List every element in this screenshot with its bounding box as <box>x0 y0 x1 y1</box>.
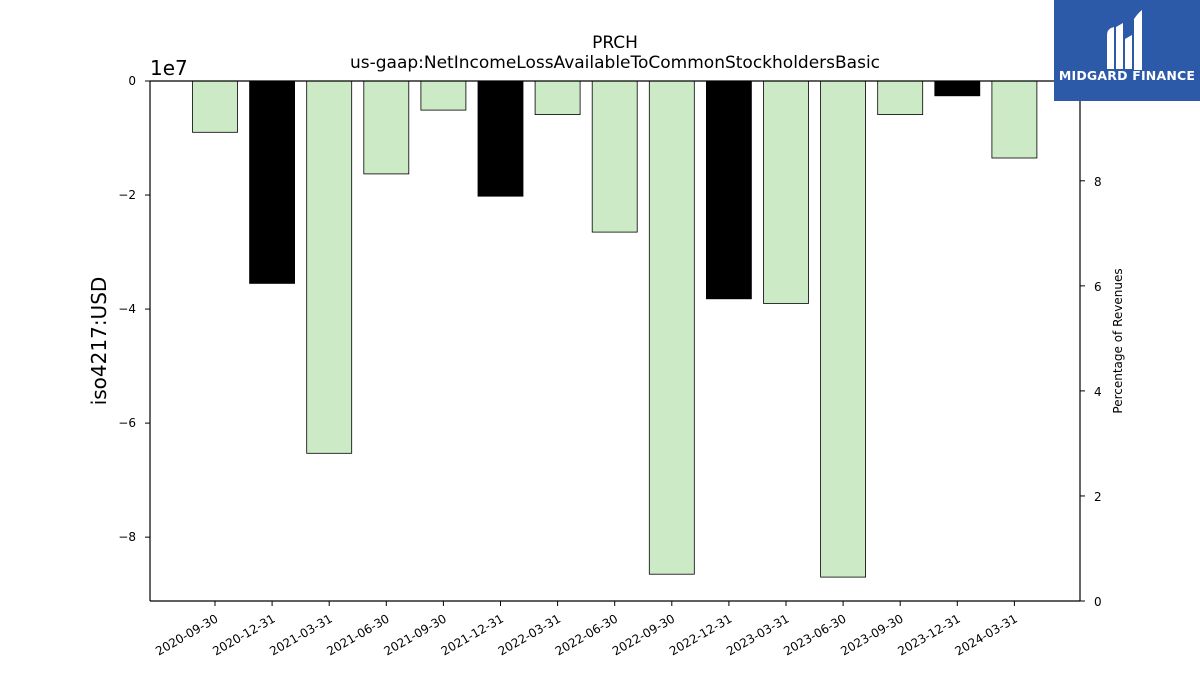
x-tick-label: 2022-09-30 <box>610 611 677 658</box>
x-tick-label: 2020-12-31 <box>210 611 277 658</box>
logo-text: MIDGARD FINANCE <box>1058 68 1196 83</box>
bar-2022-03-31 <box>534 80 581 115</box>
bar-2020-09-30 <box>192 80 238 133</box>
x-tick-label: 2021-03-31 <box>267 611 334 658</box>
x-tick-label: 2024-03-31 <box>952 611 1019 658</box>
bars-layer <box>192 80 1038 578</box>
bar-2023-06-30 <box>820 80 866 578</box>
chart-subtitle: us-gaap:NetIncomeLossAvailableToCommonSt… <box>350 53 880 73</box>
bar-2022-12-31 <box>706 80 752 300</box>
bar-2021-09-30 <box>420 80 467 111</box>
bar-2023-09-30 <box>877 80 924 115</box>
y-tick-label: 0 <box>128 74 136 88</box>
midgard-finance-logo: MIDGARD FINANCE <box>1054 0 1200 101</box>
bar-2023-12-31 <box>934 80 981 97</box>
bar-2021-03-31 <box>306 80 353 454</box>
bar-2023-03-31 <box>763 80 809 304</box>
x-tick-label: 2021-12-31 <box>439 611 506 658</box>
x-tick-label: 2021-09-30 <box>381 611 448 658</box>
y-axis-label: iso4217:USD <box>87 277 111 406</box>
y2-tick-label: 8 <box>1094 175 1102 189</box>
x-tick-label: 2022-03-31 <box>496 611 563 658</box>
x-tick-label: 2023-12-31 <box>895 611 962 658</box>
x-tick-label: 2023-06-30 <box>781 611 848 658</box>
y2-tick-label: 0 <box>1094 595 1102 609</box>
bar-2022-09-30 <box>648 80 695 575</box>
y-tick-label: −6 <box>118 416 136 430</box>
y2-tick-label: 4 <box>1094 385 1102 399</box>
logo-mark-icon <box>1107 10 1142 70</box>
bar-2020-12-31 <box>249 80 296 284</box>
x-tick-label: 2023-03-31 <box>724 611 791 658</box>
y2-axis-label: Percentage of Revenues <box>1111 268 1125 413</box>
chart-title: PRCH <box>592 33 638 53</box>
y2-tick-label: 6 <box>1094 280 1102 294</box>
bar-2021-12-31 <box>477 80 524 197</box>
y2-tick-label: 2 <box>1094 490 1102 504</box>
y-tick-label: −8 <box>118 530 136 544</box>
x-tick-label: 2022-12-31 <box>667 611 734 658</box>
x-tick-label: 2023-09-30 <box>838 611 905 658</box>
x-tick-label: 2021-06-30 <box>324 611 391 658</box>
y-axis-offset-label: 1e7 <box>150 56 188 80</box>
x-tick-label: 2022-06-30 <box>553 611 620 658</box>
bar-2021-06-30 <box>363 80 410 175</box>
y-tick-label: −2 <box>118 188 136 202</box>
bar-2024-03-31 <box>991 80 1038 159</box>
bar-2022-06-30 <box>591 80 638 233</box>
x-tick-label: 2020-09-30 <box>153 611 220 658</box>
y-tick-label: −4 <box>118 302 136 316</box>
